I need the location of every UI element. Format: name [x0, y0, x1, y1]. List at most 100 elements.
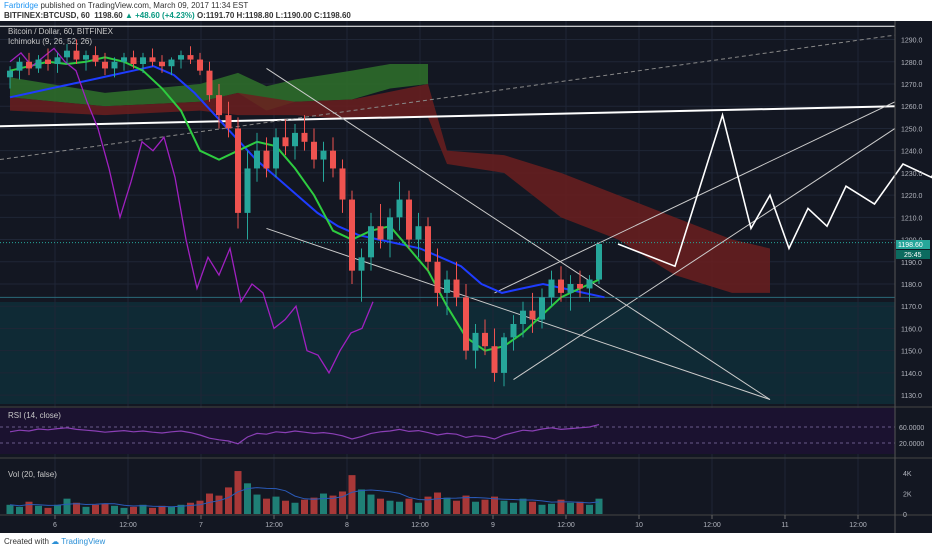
ohlc-values: O:1191.70 H:1198.80 L:1190.00 C:1198.60	[196, 11, 351, 20]
candle-body	[7, 70, 13, 78]
volume-bar	[529, 501, 536, 514]
candle-body	[520, 310, 526, 324]
candle-body	[168, 59, 175, 67]
price-tick-label: 1130.0	[901, 393, 922, 400]
volume-bar	[206, 493, 213, 514]
candle-body	[491, 346, 498, 373]
candle-body	[415, 226, 422, 240]
candle-body	[254, 150, 260, 169]
volume-bar	[92, 504, 99, 514]
volume-axis: 4K 2K 0	[903, 471, 912, 519]
volume-bar	[415, 502, 422, 514]
candle-body	[358, 257, 365, 271]
tenkan-line	[9, 56, 600, 352]
candle-body	[339, 168, 346, 200]
countdown-tag-label: 25:45	[904, 252, 922, 259]
symbol-line: BITFINEX:BTCUSD, 60 1198.60 ▲ +48.60 (+4…	[4, 11, 351, 20]
candle-body	[396, 199, 403, 218]
last-price-tag-label: 1198.60	[898, 242, 923, 249]
highlight-zone	[0, 302, 895, 404]
price-tick-label: 1260.0	[901, 104, 923, 111]
candle-body	[292, 132, 298, 147]
volume-tick-label: 4K	[903, 471, 912, 478]
time-tick-label: 9	[491, 522, 495, 529]
volume-bar	[16, 506, 23, 514]
volume-bar	[491, 496, 498, 514]
volume-bar	[130, 506, 137, 514]
price-tick-label: 1190.0	[901, 260, 922, 267]
candle-body	[121, 57, 127, 62]
created-with: Created with	[4, 537, 49, 546]
candle-body	[159, 61, 165, 67]
chikou-line	[9, 47, 374, 375]
time-tick-label: 12:00	[265, 522, 283, 529]
tradingview-brand[interactable]: TradingView	[61, 537, 106, 546]
candle-body	[206, 70, 213, 96]
chart-legend-title: Bitcoin / Dollar, 60, BITFINEX	[8, 27, 114, 36]
candle-body	[178, 55, 184, 60]
volume-bar	[263, 498, 270, 514]
cloud-bearish	[10, 84, 770, 293]
volume-bar	[576, 501, 584, 514]
candle-body	[558, 279, 564, 293]
candle-body	[16, 61, 23, 71]
volume-ma-line	[9, 487, 600, 508]
volume-bar	[462, 495, 470, 514]
volume-bar	[367, 494, 375, 514]
volume-bar	[139, 504, 147, 514]
volume-bar	[548, 503, 555, 514]
price-tick-label: 1280.0	[901, 60, 923, 67]
candle-body	[482, 332, 488, 347]
wedge-lower-line	[513, 128, 896, 380]
tradingview-logo-icon[interactable]: ☁	[51, 537, 60, 546]
volume-bar	[358, 489, 365, 514]
candle-body	[54, 57, 61, 64]
rsi-series	[9, 424, 600, 445]
wedge-upper-line	[494, 101, 896, 294]
time-tick-label: 8	[345, 522, 349, 529]
candle-body	[26, 61, 32, 69]
time-axis[interactable]: 6 12:00 7 12:00 8 12:00 9 12:00 10 12:00 11 12:00	[53, 515, 867, 529]
candle-body	[244, 168, 251, 213]
time-tick-label: 12:00	[411, 522, 429, 529]
price-tick-label: 1240.0	[901, 149, 923, 156]
projected-path	[617, 112, 932, 268]
volume-legend[interactable]: Vol (20, false)	[8, 470, 57, 479]
price-tick-label: 1170.0	[901, 304, 922, 311]
candle-body	[64, 50, 70, 58]
volume-bar	[386, 500, 394, 514]
volume-tick-label: 2K	[903, 492, 912, 499]
volume-bar	[168, 506, 175, 514]
candle-body	[368, 226, 374, 258]
time-tick-label: 12:00	[703, 522, 721, 529]
ichimoku-lines	[9, 47, 605, 375]
candle-body	[586, 279, 593, 289]
time-tick-label: 7	[199, 522, 203, 529]
price-tick-label: 1180.0	[901, 282, 922, 289]
candle-body	[111, 61, 118, 69]
candle-body	[320, 150, 327, 160]
candle-body	[225, 115, 232, 129]
candle-body	[73, 50, 80, 60]
candle-body	[301, 132, 308, 142]
volume-bar	[82, 506, 90, 514]
rsi-legend[interactable]: RSI (14, close)	[8, 411, 61, 420]
volume-bar	[567, 502, 574, 514]
volume-bar	[557, 499, 565, 514]
volume-bar	[282, 500, 289, 514]
volume-bar	[310, 497, 318, 514]
author-link[interactable]: Farbridge	[4, 1, 39, 10]
price-tick-label: 1230.0	[901, 171, 923, 178]
rsi-tick-label: 20.0000	[899, 441, 924, 448]
price-tick-label: 1270.0	[901, 82, 923, 89]
ichimoku-legend[interactable]: Ichimoku (9, 26, 52, 26)	[8, 37, 92, 46]
volume-bar	[500, 500, 508, 514]
candle-body	[406, 199, 412, 240]
candle-body	[434, 261, 441, 293]
rsi-pane	[0, 408, 895, 454]
chart-canvas[interactable]: 1130.01140.01150.01160.01170.01180.01190…	[0, 21, 932, 533]
candle-body	[387, 217, 393, 240]
dashed-trendline	[0, 34, 896, 161]
candle-body	[463, 297, 469, 351]
candle-body	[216, 95, 222, 116]
